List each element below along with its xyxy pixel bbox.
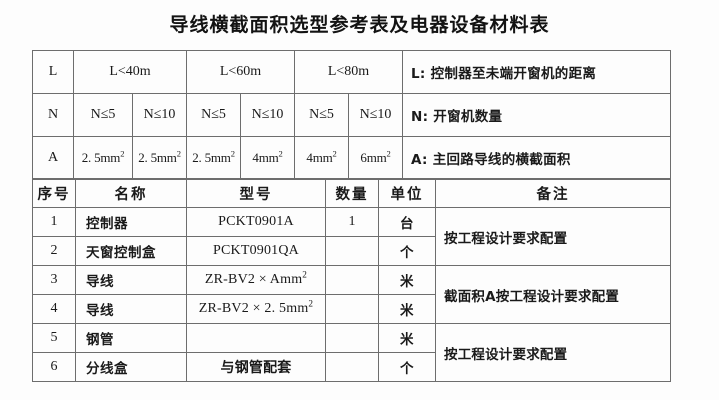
cell-name-4: 导线 [75,294,187,324]
materials-table: 序号 名称 型号 数量 单位 备注 1 控制器 PCKT0901A 1 台 按工… [32,178,671,382]
cell-remark-2: 截面积A按工程设计要求配置 [435,265,671,324]
wire-selection-table: L L<40m L<60m L<80m L: 控制器至未端开窗机的距离 N N≤… [32,50,671,180]
legend-N: N: 开窗机数量 [402,93,671,137]
cell-name-3: 导线 [75,265,187,295]
table-row: 1 控制器 PCKT0901A 1 台 按工程设计要求配置 [32,207,671,266]
cell-model-4: ZR-BV2 × 2. 5mm2 [186,294,326,324]
materials-header-row: 序号 名称 型号 数量 单位 备注 [32,178,671,208]
cell-model-3: ZR-BV2 × Amm2 [186,265,326,295]
cell-n-1: N≤10 [132,93,187,137]
cell-n-4: N≤5 [294,93,349,137]
cell-no-6: 6 [32,352,76,382]
cell-no-2: 2 [32,236,76,266]
cell-no-3: 3 [32,265,76,295]
cell-qty-2 [325,236,379,266]
cell-no-1: 1 [32,207,76,237]
cell-n-2: N≤5 [186,93,241,137]
cell-no-5: 5 [32,323,76,353]
cell-n-3: N≤10 [240,93,295,137]
page-title: 导线横截面积选型参考表及电器设备材料表 [169,15,550,36]
cell-qty-6 [325,352,379,382]
row-label-L: L [32,50,74,94]
cell-remark-3: 按工程设计要求配置 [435,323,671,382]
cell-unit-1: 台 [378,207,436,237]
cell-a-4: 4mm2 [294,136,349,180]
cell-name-6: 分线盒 [75,352,187,382]
table-row-L: L L<40m L<60m L<80m L: 控制器至未端开窗机的距离 [32,50,671,94]
table-row: 6 分线盒 与钢管配套 个 [32,352,671,382]
table-row: 4 导线 ZR-BV2 × 2. 5mm2 米 [32,294,671,324]
cell-remark-1: 按工程设计要求配置 [435,207,671,266]
cell-qty-1: 1 [325,207,379,237]
cell-qty-4 [325,294,379,324]
legend-A: A: 主回路导线的横截面积 [402,136,671,180]
group-header-l60: L<60m [186,50,295,94]
cell-model-6: 与钢管配套 [186,352,326,382]
table-row: 5 钢管 米 按工程设计要求配置 [32,323,671,382]
legend-L: L: 控制器至未端开窗机的距离 [402,50,671,94]
cell-qty-5 [325,323,379,353]
cell-unit-4: 米 [378,294,436,324]
row-label-A: A [32,136,74,180]
cell-a-1: 2. 5mm2 [132,136,187,180]
group-header-l80: L<80m [294,50,403,94]
cell-a-0: 2. 5mm2 [73,136,133,180]
cell-model-2: PCKT0901QA [186,236,326,266]
column-header-remark: 备注 [435,178,671,208]
column-header-unit: 单位 [378,178,436,208]
column-header-no: 序号 [32,178,76,208]
row-label-N: N [32,93,74,137]
column-header-qty: 数量 [325,178,379,208]
cell-qty-3 [325,265,379,295]
cell-a-2: 2. 5mm2 [186,136,241,180]
cell-unit-2: 个 [378,236,436,266]
table-row-A: A 2. 5mm2 2. 5mm2 2. 5mm2 4mm2 4mm2 6mm2… [32,136,671,180]
cell-unit-6: 个 [378,352,436,382]
table-row-N: N N≤5 N≤10 N≤5 N≤10 N≤5 N≤10 N: 开窗机数量 [32,93,671,137]
table-row: 3 导线 ZR-BV2 × Amm2 米 截面积A按工程设计要求配置 [32,265,671,324]
cell-unit-3: 米 [378,265,436,295]
cell-a-5: 6mm2 [348,136,403,180]
column-header-name: 名称 [75,178,187,208]
cell-n-0: N≤5 [73,93,133,137]
table-row: 2 天窗控制盒 PCKT0901QA 个 [32,236,671,266]
cell-a-3: 4mm2 [240,136,295,180]
cell-unit-5: 米 [378,323,436,353]
cell-name-2: 天窗控制盒 [75,236,187,266]
group-header-l40: L<40m [73,50,187,94]
cell-name-5: 钢管 [75,323,187,353]
cell-n-5: N≤10 [348,93,403,137]
cell-name-1: 控制器 [75,207,187,237]
cell-no-4: 4 [32,294,76,324]
cell-model-5 [186,323,326,353]
cell-model-1: PCKT0901A [186,207,326,237]
column-header-model: 型号 [186,178,326,208]
